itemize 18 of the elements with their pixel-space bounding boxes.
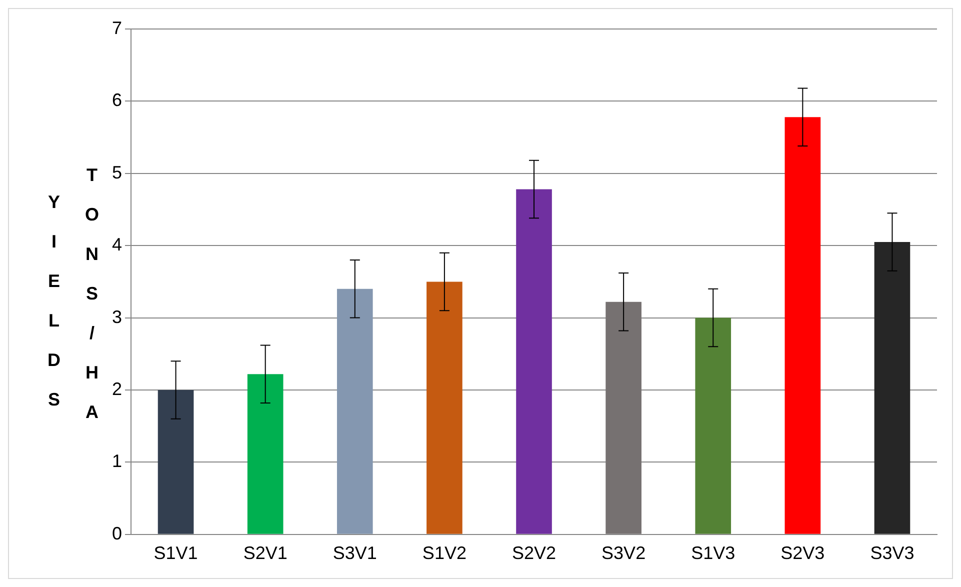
y-axis-title: YIELDS TONS/HA <box>43 165 103 442</box>
x-tick-label: S3V1 <box>332 543 377 564</box>
x-tick-label: S1V2 <box>422 543 466 564</box>
y-tick-label: 6 <box>112 90 122 110</box>
x-tick-label: S1V3 <box>691 543 736 564</box>
x-tick-label: S3V3 <box>870 543 914 564</box>
y-tick-label: 7 <box>112 18 122 38</box>
x-tick-label: S2V3 <box>780 543 825 564</box>
x-tick-label: S2V1 <box>243 543 288 564</box>
y-tick-label: 0 <box>112 523 122 544</box>
y-tick-label: 3 <box>112 306 122 327</box>
y-tick-label: 4 <box>112 234 122 255</box>
y-tick-label: 2 <box>112 378 122 399</box>
x-tick-label: S2V2 <box>512 543 556 564</box>
y-tick-label: 1 <box>112 451 122 472</box>
x-tick-label: S1V1 <box>154 543 198 564</box>
y-tick-label: 5 <box>112 162 122 182</box>
x-tick-label: S3V2 <box>602 543 646 564</box>
